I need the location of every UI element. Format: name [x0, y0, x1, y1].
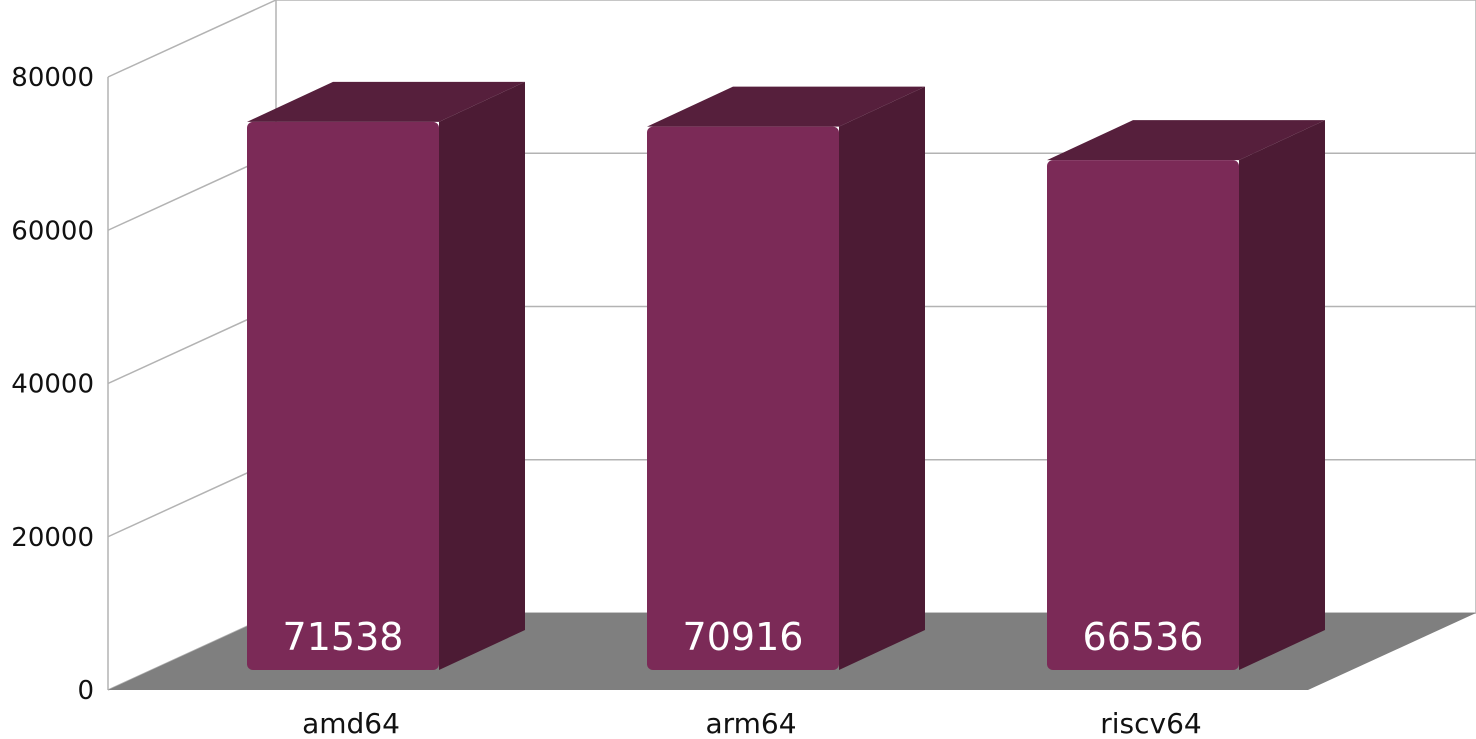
y-axis-ticks: 0 20000 40000 60000 80000 — [11, 63, 94, 706]
bar-arm64: 70916 — [647, 86, 925, 671]
bar-front-face — [247, 121, 439, 670]
y-tick-label: 80000 — [11, 63, 94, 93]
bar-riscv64: 66536 — [1047, 120, 1325, 670]
bar-top-face — [1047, 120, 1325, 161]
bar-value-label: 70916 — [683, 615, 804, 659]
bar-side-face — [839, 86, 925, 671]
bar-top-face — [247, 81, 525, 122]
x-category-label: riscv64 — [1100, 707, 1201, 739]
y-tick-label: 40000 — [11, 370, 94, 400]
bar-front-face — [1047, 160, 1239, 670]
x-category-label: amd64 — [302, 707, 400, 739]
bar-value-label: 71538 — [283, 615, 404, 659]
x-axis-labels: amd64 arm64 riscv64 — [302, 707, 1202, 739]
x-category-label: arm64 — [705, 707, 796, 739]
y-tick-label: 60000 — [11, 216, 94, 246]
bar-top-face — [647, 86, 925, 127]
y-tick-label: 20000 — [11, 523, 94, 553]
bar-side-face — [439, 81, 525, 670]
bar-side-face — [1239, 120, 1325, 670]
side-wall-gridline — [107, 0, 277, 78]
bars-group: 71538 70916 66536 — [247, 81, 1325, 671]
y-tick-label: 0 — [77, 676, 94, 706]
bar-front-face — [647, 126, 839, 671]
bar-amd64: 71538 — [247, 81, 525, 670]
bar-value-label: 66536 — [1083, 615, 1204, 659]
